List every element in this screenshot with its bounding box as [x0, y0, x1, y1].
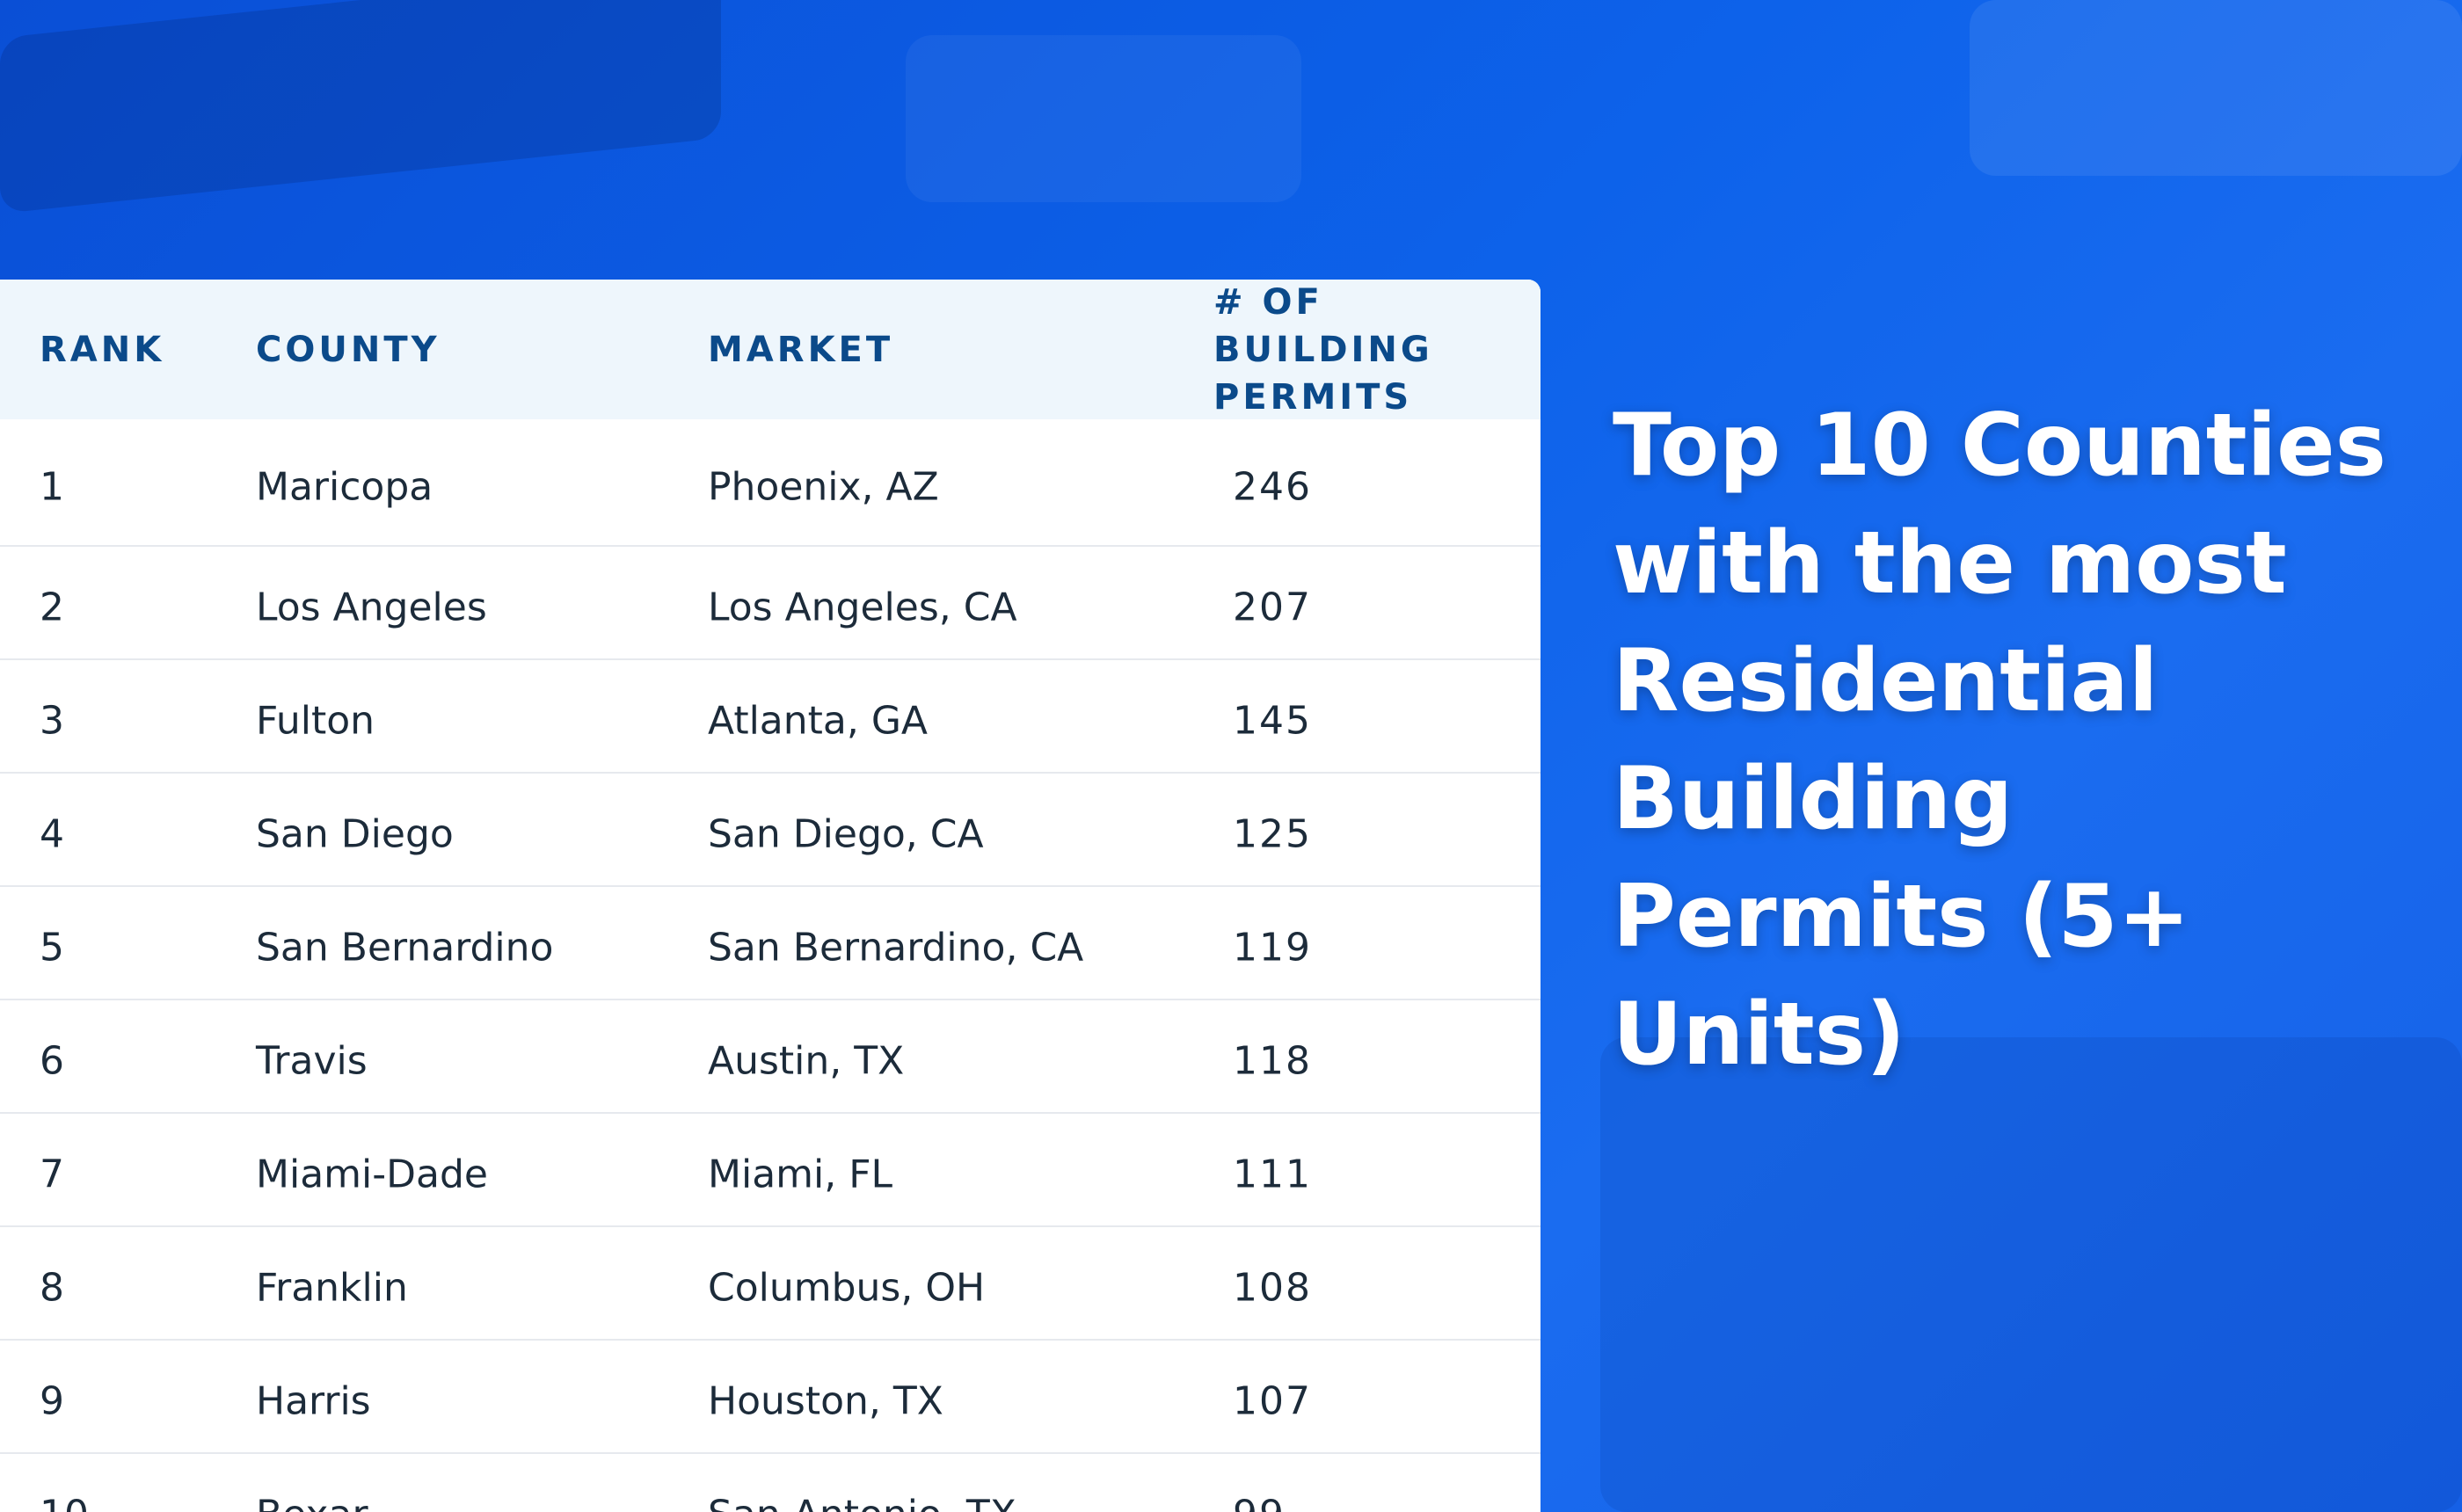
table-cell: Los Angeles [256, 585, 487, 630]
table-row: 7 Miami-Dade Miami, FL 111 [0, 1114, 1541, 1227]
table-cell: 246 [1233, 464, 1312, 510]
table-cell: 145 [1233, 698, 1312, 744]
table-row: 9 Harris Houston, TX 107 [0, 1341, 1541, 1454]
table-row: 4 San Diego San Diego, CA 125 [0, 774, 1541, 887]
bg-shape [906, 35, 1301, 202]
table-cell: Harris [256, 1378, 371, 1424]
table-cell: 111 [1233, 1152, 1312, 1197]
table-cell: 3 [40, 698, 64, 744]
header-cell: # OF BUILDING PERMITS [1213, 281, 1433, 418]
table: RANK COUNTY MARKET # OF BUILDING PERMITS… [0, 280, 1541, 1512]
table-cell: Los Angeles, CA [708, 585, 1017, 630]
table-cell: 207 [1233, 585, 1312, 630]
table-cell: Travis [256, 1038, 368, 1084]
table-cell: 4 [40, 811, 64, 857]
table-cell: Miami-Dade [256, 1152, 488, 1197]
table-cell: 7 [40, 1152, 64, 1197]
table-cell: 9 [40, 1378, 64, 1424]
table-cell: 99 [1233, 1492, 1286, 1512]
table-cell: 8 [40, 1265, 64, 1311]
table-cell: Fulton [256, 698, 375, 744]
table-row: 10 Bexar San Antonio, TX 99 [0, 1454, 1541, 1512]
table-row: 5 San Bernardino San Bernardino, CA 119 [0, 887, 1541, 1000]
table-cell: 2 [40, 585, 64, 630]
table-row: 1 Maricopa Phoenix, AZ 246 [0, 419, 1541, 547]
table-cell: San Bernardino, CA [708, 925, 1084, 970]
table-row: 3 Fulton Atlanta, GA 145 [0, 660, 1541, 774]
table-cell: Miami, FL [708, 1152, 893, 1197]
table-body: 1 Maricopa Phoenix, AZ 246 2 Los Angeles Los A… [0, 419, 1541, 1512]
table-cell: 6 [40, 1038, 64, 1084]
table-cell: Columbus, OH [708, 1265, 986, 1311]
bg-shape [1600, 1037, 2462, 1512]
table-cell: 125 [1233, 811, 1312, 857]
header-cell: COUNTY [256, 329, 441, 370]
table-cell: 5 [40, 925, 64, 970]
table-cell: Houston, TX [708, 1378, 943, 1424]
bg-shape [0, 0, 721, 214]
table-cell: San Diego, CA [708, 811, 984, 857]
table-cell: San Diego [256, 811, 454, 857]
table-cell: Franklin [256, 1265, 408, 1311]
table-cell: Austin, TX [708, 1038, 905, 1084]
table-cell: 1 [40, 464, 64, 510]
table-cell: 10 [40, 1492, 89, 1512]
table-cell: Maricopa [256, 464, 433, 510]
table-cell: 107 [1233, 1378, 1312, 1424]
header-cell: MARKET [708, 329, 894, 370]
bg-shape [1970, 0, 2462, 176]
table-row: 2 Los Angeles Los Angeles, CA 207 [0, 547, 1541, 660]
table-cell: Phoenix, AZ [708, 464, 939, 510]
header-cell: RANK [40, 329, 165, 370]
title: Top 10 Counties with the most Residentia… [1613, 396, 2386, 1085]
table-cell: 118 [1233, 1038, 1312, 1084]
table-cell: San Bernardino [256, 925, 554, 970]
table-cell: Atlanta, GA [708, 698, 929, 744]
table-header: RANK COUNTY MARKET # OF BUILDING PERMITS [0, 280, 1541, 419]
table-cell: San Antonio, TX [708, 1492, 1016, 1512]
table-cell: Bexar [256, 1492, 368, 1512]
table-cell: 108 [1233, 1265, 1312, 1311]
table-row: 6 Travis Austin, TX 118 [0, 1000, 1541, 1114]
table-cell: 119 [1233, 925, 1312, 970]
table-row: 8 Franklin Columbus, OH 108 [0, 1227, 1541, 1341]
